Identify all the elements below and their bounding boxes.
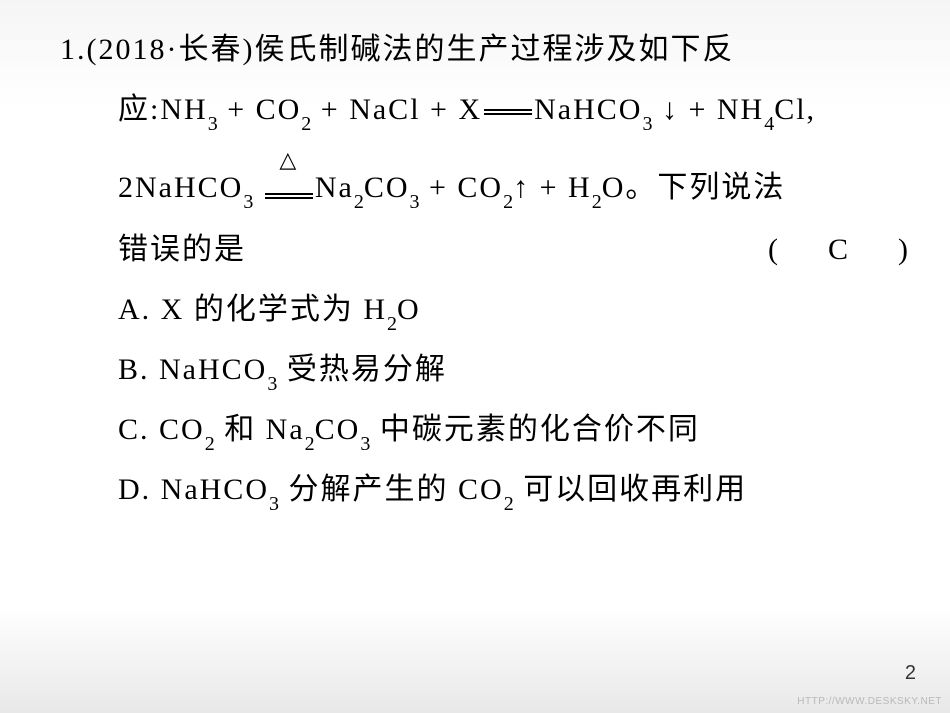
opt-c-sub2: 2 <box>305 433 315 455</box>
eq1-lhs-4: + NaCl + X <box>311 93 482 126</box>
eq1-rhs-3: 4 <box>764 113 774 135</box>
opt-d-mid: 分解产生的 CO <box>279 473 504 506</box>
page-number: 2 <box>905 662 916 685</box>
opt-a-pre: A. X 的化学式为 H <box>118 293 387 326</box>
eq2-rhs-c: + CO <box>420 171 504 204</box>
line-3: 2NaHCO3 △ Na2CO3 + CO2↑ + H2O。下列说法 <box>60 158 910 220</box>
opt-b-sub: 3 <box>267 373 277 395</box>
eq1-rhs-2: ↓ + NH <box>652 93 764 126</box>
answer-paren: ( C ) <box>768 220 910 280</box>
opt-a-sub: 2 <box>387 313 397 335</box>
eq1-rhs-4: Cl, <box>774 93 816 126</box>
opt-c-mid: 和 Na <box>215 413 305 446</box>
eq2-lhs-sub: 3 <box>243 191 253 213</box>
opt-c-sub3: 3 <box>360 433 370 455</box>
heated-equals: △ <box>265 160 313 220</box>
option-c: C. CO2 和 Na2CO3 中碳元素的化合价不同 <box>60 400 910 460</box>
line-4: 错误的是 ( C ) <box>60 220 910 280</box>
eq2-rhs-a-sub: 2 <box>354 191 364 213</box>
opt-c-pre: C. CO <box>118 413 205 446</box>
question-number: 1. <box>60 33 87 66</box>
answer-letter: C <box>828 233 850 266</box>
eq1-lhs-0: NH <box>160 93 207 126</box>
question-source: (2018·长春) <box>87 33 255 66</box>
opt-d-pre: D. NaHCO <box>118 473 269 506</box>
option-a: A. X 的化学式为 H2O <box>60 280 910 340</box>
eq2-tail: 下列说法 <box>657 171 785 204</box>
eq1-lhs-2: + CO <box>218 93 302 126</box>
opt-c-sub1: 2 <box>205 433 215 455</box>
opt-b-post: 受热易分解 <box>277 353 447 386</box>
eq2-rhs-b-sub: 3 <box>410 191 420 213</box>
eq1-rhs-0: NaHCO <box>534 93 642 126</box>
stem-prefix: 应: <box>118 93 160 126</box>
eq2-rhs-b: CO <box>364 171 410 204</box>
eq2-rhs-c-sub: 2 <box>503 191 513 213</box>
question-block: 1.(2018·长春)侯氏制碱法的生产过程涉及如下反 应:NH3 + CO2 +… <box>60 20 910 520</box>
option-d: D. NaHCO3 分解产生的 CO2 可以回收再利用 <box>60 460 910 520</box>
stem-line4: 错误的是 <box>118 220 246 280</box>
line-1: 1.(2018·长春)侯氏制碱法的生产过程涉及如下反 <box>60 20 910 80</box>
eq2-lhs: 2NaHCO <box>118 171 243 204</box>
opt-b-pre: B. NaHCO <box>118 353 267 386</box>
opt-d-sub1: 3 <box>269 493 279 515</box>
opt-a-post: O <box>397 293 421 326</box>
eq1-lhs-1: 3 <box>208 113 218 135</box>
opt-d-post: 可以回收再利用 <box>514 473 748 506</box>
watermark-text: HTTP://WWW.DESKSKY.NET <box>797 696 942 707</box>
eq2-rhs-d-sub: 2 <box>592 191 602 213</box>
opt-c-mid2: CO <box>315 413 361 446</box>
opt-c-post: 中碳元素的化合价不同 <box>370 413 700 446</box>
eq2-rhs-a: Na <box>315 171 354 204</box>
eq1-rhs-1: 3 <box>642 113 652 135</box>
opt-d-sub2: 2 <box>504 493 514 515</box>
eq2-rhs-d: ↑ + H <box>513 171 592 204</box>
option-b: B. NaHCO3 受热易分解 <box>60 340 910 400</box>
eq1-lhs-3: 2 <box>301 113 311 135</box>
eq2-rhs-e: O。 <box>602 171 658 204</box>
stem-part1: 侯氏制碱法的生产过程涉及如下反 <box>254 33 734 66</box>
equals-bar <box>265 193 313 199</box>
line-2: 应:NH3 + CO2 + NaCl + XNaHCO3 ↓ + NH4Cl, <box>60 80 910 140</box>
delta-symbol: △ <box>279 138 298 182</box>
reaction-arrow <box>484 109 532 115</box>
